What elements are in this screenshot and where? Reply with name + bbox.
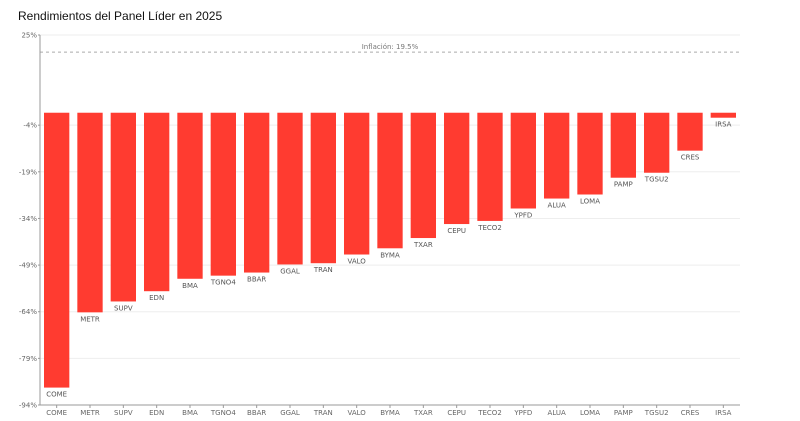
bar-label: BMA (182, 282, 198, 290)
y-tick-label: -79% (19, 355, 37, 363)
bar-cres (677, 112, 703, 151)
bar-label: ALUA (548, 202, 566, 210)
x-tick-label: LOMA (580, 409, 600, 417)
bar-label: BBAR (247, 276, 266, 284)
bar-edn (144, 112, 170, 292)
bar-tgno4 (210, 112, 236, 276)
x-tick-label: TRAN (313, 409, 333, 417)
x-tick-label: TXAR (413, 409, 433, 417)
bar-ypfd (510, 112, 536, 209)
x-tick-label: METR (80, 409, 100, 417)
bar-label: GGAL (280, 267, 300, 275)
bar-label: BYMA (380, 251, 400, 259)
x-tick-label: BYMA (380, 409, 400, 417)
bar-label: VALO (348, 258, 367, 266)
bar-label: TECO2 (477, 224, 502, 232)
chart-title: Rendimientos del Panel Líder en 2025 (18, 9, 223, 23)
bar-teco2 (477, 112, 503, 221)
bar-byma (377, 112, 403, 249)
x-tick-label: BMA (182, 409, 198, 417)
x-tick-label: TGSU2 (644, 409, 669, 417)
bar-label: METR (80, 315, 100, 323)
axes: 25% -4% -19% -34% -49% -64% -79% -94% COME METR SU… (19, 32, 740, 417)
x-tick-label: CEPU (447, 409, 466, 417)
x-tick-label: VALO (348, 409, 367, 417)
x-tick-label: PAMP (614, 409, 633, 417)
x-tick-label: YPFD (513, 409, 532, 417)
x-tick-label: SUPV (114, 409, 133, 417)
bar-irsa (710, 112, 736, 118)
bar-label: SUPV (114, 304, 133, 312)
bar-label: CRES (681, 154, 700, 162)
bar-supv (110, 112, 136, 302)
bar-valo (344, 112, 370, 255)
bars (44, 112, 736, 388)
x-tick-label: ALUA (548, 409, 566, 417)
bar-label: CEPU (447, 227, 466, 235)
bar-come (44, 112, 70, 388)
y-tick-label: -4% (23, 122, 37, 130)
bar-alua (544, 112, 570, 199)
x-tick-label: EDN (149, 409, 164, 417)
bar-cepu (444, 112, 470, 225)
x-tick-label: GGAL (280, 409, 300, 417)
bar-loma (577, 112, 603, 195)
bar-label: IRSA (715, 121, 732, 129)
inflation-reference-label: Inflación: 19.5% (362, 43, 419, 51)
y-tick-label: -64% (19, 308, 37, 316)
x-tick-label: BBAR (247, 409, 266, 417)
y-tick-label: -49% (19, 262, 37, 270)
bar-label: EDN (149, 294, 164, 302)
bar-label: TGSU2 (644, 176, 669, 184)
y-tick-label: -19% (19, 168, 37, 176)
bar-label: YPFD (513, 211, 532, 219)
bar-labels: COME METR SUPV EDN BMA TGNO4 BBAR GGAL TRAN VALO B… (46, 121, 731, 399)
y-tick-label: -94% (19, 402, 37, 410)
bar-ggal (277, 112, 303, 265)
bar-tran (310, 112, 336, 264)
bar-bbar (244, 112, 270, 273)
bar-label: LOMA (580, 198, 600, 206)
bar-label: TRAN (313, 266, 333, 274)
bar-bma (177, 112, 203, 279)
x-tick-label: TECO2 (477, 409, 502, 417)
bar-tgsu2 (644, 112, 670, 173)
x-tick-label: TGNO4 (210, 409, 236, 417)
bar-label: COME (46, 391, 67, 399)
x-tick-label: CRES (681, 409, 700, 417)
y-tick-label: 25% (21, 32, 37, 40)
bar-label: PAMP (614, 181, 633, 189)
bar-pamp (610, 112, 636, 178)
bar-label: TGNO4 (210, 279, 236, 287)
y-tick-label: -34% (19, 215, 37, 223)
x-tick-label: IRSA (715, 409, 732, 417)
bar-label: TXAR (413, 241, 433, 249)
bar-txar (410, 112, 436, 239)
x-tick-label: COME (46, 409, 67, 417)
inflation-reference: Inflación: 19.5% (40, 43, 740, 53)
bar-metr (77, 112, 103, 313)
